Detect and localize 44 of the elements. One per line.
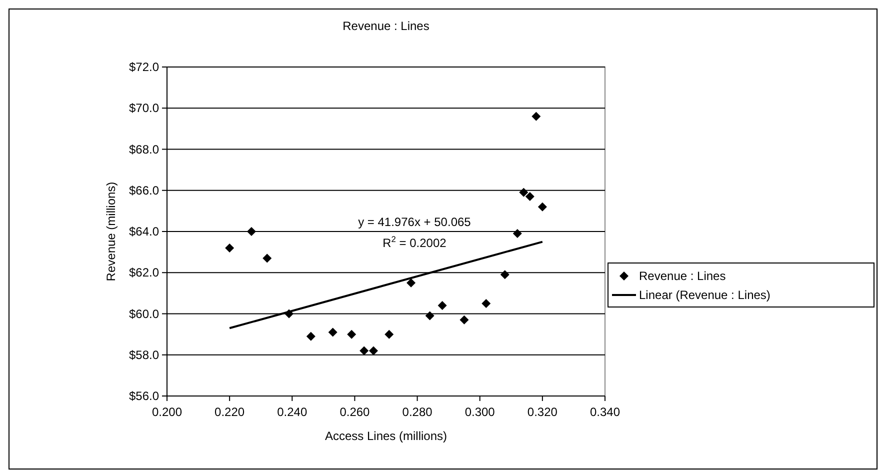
- x-tick-label: 0.240: [277, 405, 308, 419]
- x-tick-label: 0.340: [590, 405, 620, 419]
- y-tick-label: $62.0: [128, 266, 160, 280]
- y-tick-label: $72.0: [128, 60, 160, 74]
- point: [438, 301, 447, 310]
- point: [360, 346, 369, 356]
- y-tick-label: $68.0: [128, 142, 160, 156]
- point: [347, 330, 356, 339]
- point: [246, 227, 256, 236]
- y-tick-label: $66.0: [128, 183, 160, 198]
- chart-title: Revenue : Lines: [342, 19, 430, 33]
- point: [500, 270, 510, 280]
- point: [538, 202, 547, 212]
- x-axis-title: Access Lines (millions): [324, 429, 448, 443]
- point: [519, 188, 528, 197]
- point: [368, 346, 378, 356]
- y-tick-label: $58.0: [128, 348, 160, 362]
- annotation: R$^{2}$ = 0.2002: [382, 234, 447, 250]
- point: [306, 332, 316, 341]
- x-tick-label: 0.300: [464, 405, 496, 419]
- point: [425, 311, 434, 320]
- point: [512, 229, 522, 238]
- x-tick-label: 0.280: [402, 405, 433, 419]
- point: [406, 278, 416, 288]
- point: [262, 254, 272, 263]
- y-tick-label: $56.0: [128, 389, 160, 403]
- y-tick-label: $60.0: [128, 306, 160, 321]
- point: [460, 315, 469, 324]
- x-tick-label: 0.320: [527, 405, 558, 419]
- x-tick-label: 0.260: [340, 405, 370, 419]
- point: [328, 328, 338, 337]
- legend-label: Revenue : Lines: [639, 269, 726, 283]
- point: [532, 112, 541, 121]
- point: [384, 330, 394, 339]
- annotation: y = 41.976x + 50.065: [358, 215, 472, 229]
- legend-label: Linear (Revenue : Lines): [639, 288, 770, 302]
- x-tick-label: 0.220: [214, 405, 245, 419]
- point: [525, 192, 534, 202]
- y-tick-label: $64.0: [128, 224, 160, 238]
- point: [482, 298, 491, 308]
- x-tick-label: 0.200: [152, 405, 182, 419]
- point: [225, 243, 234, 252]
- y-tick-label: $70.0: [128, 101, 160, 116]
- y-axis-title: Revenue (millions): [104, 182, 118, 282]
